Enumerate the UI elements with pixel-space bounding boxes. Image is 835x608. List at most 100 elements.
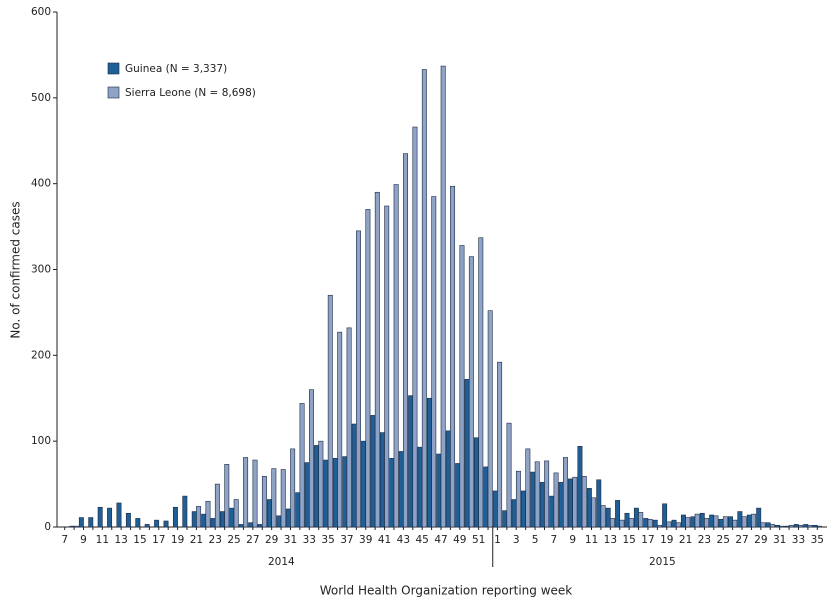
x-tick-label: 41 xyxy=(378,534,391,546)
x-tick-label: 7 xyxy=(61,534,68,546)
bar xyxy=(718,518,724,528)
x-tick-label: 35 xyxy=(811,534,824,546)
bar xyxy=(765,522,771,528)
bar xyxy=(728,516,733,528)
bar xyxy=(436,453,442,528)
bar xyxy=(154,519,160,528)
bar xyxy=(182,495,188,528)
x-tick-label: 15 xyxy=(622,534,635,546)
bar xyxy=(408,395,414,528)
y-tick-label: 200 xyxy=(31,349,51,361)
bar xyxy=(704,518,710,528)
x-tick-label: 23 xyxy=(209,534,222,546)
bar xyxy=(680,514,686,528)
bar xyxy=(431,196,437,528)
bar xyxy=(600,505,606,528)
bar xyxy=(88,517,94,528)
bar xyxy=(205,500,211,528)
bar xyxy=(732,519,738,528)
bar xyxy=(549,495,555,528)
bar xyxy=(299,403,305,528)
bar xyxy=(544,460,550,528)
x-tick-label: 11 xyxy=(585,534,598,546)
bar xyxy=(534,461,540,528)
y-tick-label: 400 xyxy=(31,178,51,190)
bar xyxy=(196,506,202,528)
x-tick-label: 19 xyxy=(171,534,184,546)
x-tick-label: 19 xyxy=(660,534,673,546)
bar xyxy=(342,456,348,528)
y-tick-label: 300 xyxy=(31,264,51,276)
x-tick-label: 15 xyxy=(133,534,146,546)
bar xyxy=(628,518,634,528)
y-tick-label: 600 xyxy=(31,6,51,18)
bar xyxy=(393,184,399,528)
bar xyxy=(756,507,762,528)
bar xyxy=(615,500,621,528)
bar xyxy=(220,511,225,528)
bar xyxy=(638,512,644,528)
bar xyxy=(69,525,75,528)
bar xyxy=(304,462,310,528)
bar xyxy=(445,430,451,528)
x-tick-label: 33 xyxy=(303,534,316,546)
bar xyxy=(568,478,574,528)
bar xyxy=(751,513,757,528)
bar xyxy=(539,482,545,528)
bar xyxy=(276,515,282,528)
bar xyxy=(257,524,263,528)
bar xyxy=(798,524,804,528)
bar xyxy=(769,524,775,528)
bar xyxy=(135,518,141,528)
bar xyxy=(337,331,343,528)
y-tick-label: 0 xyxy=(44,521,51,533)
bar xyxy=(746,514,752,528)
legend-swatch xyxy=(107,86,120,99)
x-tick-label: 45 xyxy=(415,534,428,546)
x-tick-label: 33 xyxy=(792,534,805,546)
bar xyxy=(722,516,728,528)
bar xyxy=(685,517,691,528)
bar xyxy=(624,512,630,528)
bar xyxy=(116,502,122,528)
bar xyxy=(379,432,385,528)
x-tick-label: 31 xyxy=(773,534,786,546)
year-label: 2015 xyxy=(649,556,676,568)
bar xyxy=(675,522,681,528)
bar xyxy=(775,524,780,528)
bar xyxy=(816,525,822,528)
x-tick-label: 39 xyxy=(359,534,372,546)
x-tick-label: 1 xyxy=(494,534,501,546)
bar xyxy=(210,518,216,528)
x-tick-label: 27 xyxy=(735,534,748,546)
x-tick-label: 25 xyxy=(717,534,730,546)
x-tick-label: 29 xyxy=(265,534,278,546)
bar xyxy=(78,517,84,528)
bar xyxy=(511,499,517,528)
bar xyxy=(144,524,150,528)
bar xyxy=(657,524,662,528)
bar xyxy=(577,446,583,528)
bar xyxy=(73,525,79,528)
bar xyxy=(581,476,587,528)
x-tick-label: 37 xyxy=(340,534,353,546)
bar xyxy=(515,470,521,528)
bar xyxy=(398,451,404,528)
bar xyxy=(709,514,715,528)
bar xyxy=(483,466,489,528)
legend-label: Sierra Leone (N = 8,698) xyxy=(125,87,256,99)
y-tick-label: 500 xyxy=(31,92,51,104)
x-tick-label: 29 xyxy=(754,534,767,546)
bar xyxy=(788,524,794,528)
bar xyxy=(784,525,790,528)
bar xyxy=(652,519,658,528)
bar xyxy=(694,513,700,528)
bar xyxy=(389,458,395,528)
bar xyxy=(285,508,291,528)
bar xyxy=(468,256,474,528)
bar xyxy=(459,245,465,528)
bar xyxy=(374,191,380,528)
bar xyxy=(191,511,197,528)
bar xyxy=(224,464,230,528)
